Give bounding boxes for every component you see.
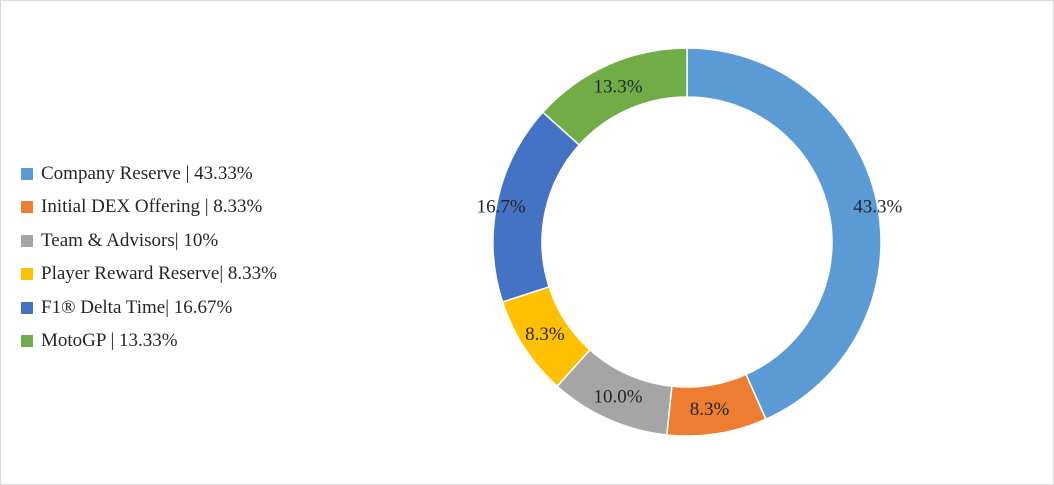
legend: Company Reserve | 43.33% Initial DEX Off… <box>21 157 277 358</box>
legend-label: Team & Advisors| 10% <box>41 229 219 251</box>
legend-swatch <box>21 335 33 348</box>
donut-slice <box>686 47 882 421</box>
data-label: 13.3% <box>594 77 643 98</box>
legend-swatch <box>21 301 33 314</box>
legend-item: F1® Delta Time| 16.67% <box>21 291 277 325</box>
data-label: 10.0% <box>594 386 643 407</box>
legend-label: F1® Delta Time| 16.67% <box>41 296 233 318</box>
legend-label: Company Reserve | 43.33% <box>41 162 253 184</box>
legend-swatch <box>21 167 33 180</box>
legend-item: Team & Advisors| 10% <box>21 224 277 258</box>
legend-item: Player Reward Reserve| 8.33% <box>21 258 277 292</box>
legend-label: Initial DEX Offering | 8.33% <box>41 196 263 218</box>
legend-item: Initial DEX Offering | 8.33% <box>21 191 277 225</box>
legend-swatch <box>21 268 33 281</box>
legend-swatch <box>21 201 33 214</box>
data-label: 43.3% <box>853 196 902 217</box>
data-label: 8.3% <box>690 399 730 420</box>
data-label: 8.3% <box>525 324 565 345</box>
donut-slice <box>541 47 688 147</box>
legend-label: MotoGP | 13.33% <box>41 330 178 352</box>
legend-item: Company Reserve | 43.33% <box>21 157 277 191</box>
legend-label: Player Reward Reserve| 8.33% <box>41 263 277 285</box>
data-label: 16.7% <box>477 196 526 217</box>
legend-swatch <box>21 234 33 247</box>
legend-item: MotoGP | 13.33% <box>21 325 277 359</box>
